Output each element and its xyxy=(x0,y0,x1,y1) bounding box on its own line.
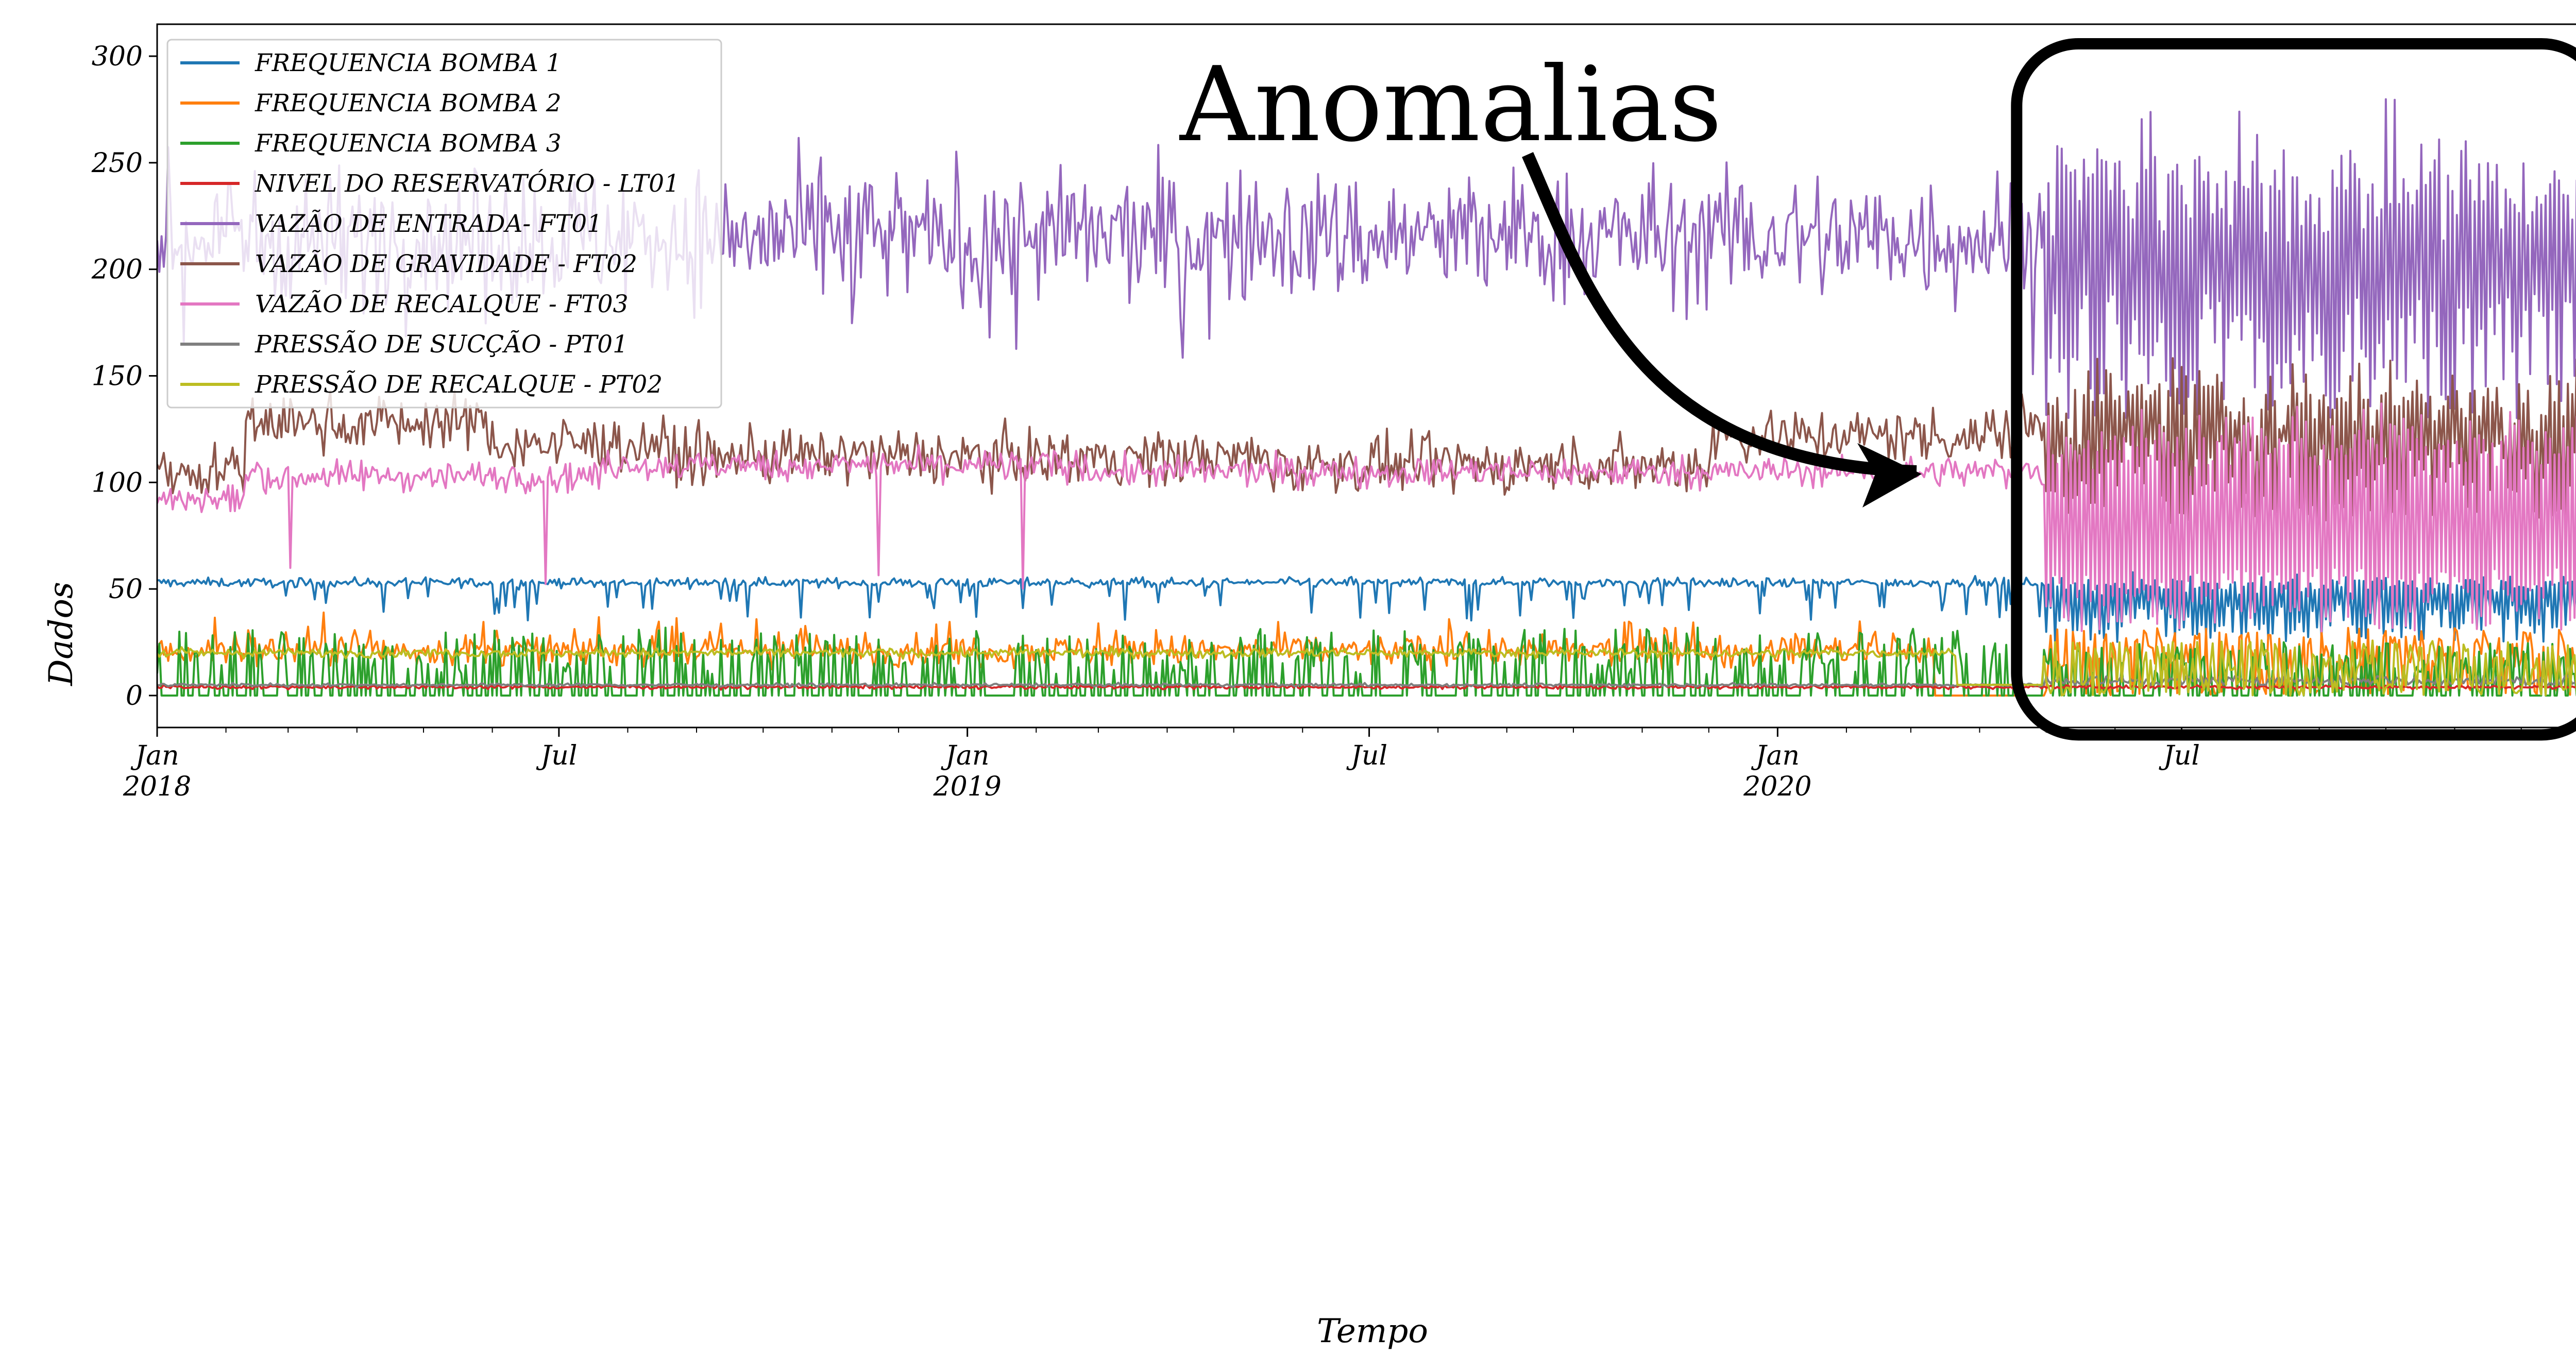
x-tick-label: Jul xyxy=(2159,740,2200,771)
series-line xyxy=(157,674,2576,688)
y-tick-label: 150 xyxy=(92,361,143,392)
series-line xyxy=(157,357,2576,524)
y-tick-label: 50 xyxy=(109,574,143,605)
legend-label: PRESSÃO DE RECALQUE - PT02 xyxy=(255,370,663,399)
anomaly-arrow xyxy=(1522,152,1917,478)
anomaly-label: Anomalias xyxy=(1179,45,1722,165)
legend-frame xyxy=(166,39,722,409)
series-line xyxy=(157,639,2576,697)
x-tick-sublabel: 2020 xyxy=(1743,771,1811,802)
legend-label: VAZÃO DE ENTRADA- FT01 xyxy=(255,210,602,238)
x-tick-label: Jul xyxy=(1346,740,1387,771)
x-tick-sublabel: 2018 xyxy=(123,771,191,802)
anomaly-box xyxy=(2011,38,2576,741)
anomaly-annotation: Anomalias xyxy=(1179,38,2576,741)
legend-label: FREQUENCIA BOMBA 2 xyxy=(255,89,562,117)
anomaly-arrowhead xyxy=(1857,443,1922,507)
y-tick-label: 200 xyxy=(91,255,143,285)
legend-label: FREQUENCIA BOMBA 1 xyxy=(255,49,562,77)
legend-label: FREQUENCIA BOMBA 3 xyxy=(255,129,562,158)
legend-label: VAZÃO DE GRAVIDADE - FT02 xyxy=(255,250,637,278)
series-line xyxy=(157,402,2576,633)
legend: FREQUENCIA BOMBA 1 FREQUENCIA BOMBA 2 FREQ… xyxy=(166,39,722,409)
x-axis-label: Tempo xyxy=(1317,1312,1428,1350)
x-tick-label: Jan xyxy=(941,740,989,771)
y-tick-label: 0 xyxy=(126,681,143,712)
x-tick-label: Jul xyxy=(536,740,577,771)
y-tick-label: 250 xyxy=(91,148,143,179)
x-tick-label: Jan xyxy=(1751,740,1800,771)
series-line xyxy=(157,683,2576,691)
series-line xyxy=(157,571,2576,643)
legend-label: PRESSÃO DE SUCÇÃO - PT01 xyxy=(255,330,628,359)
y-axis: 0 50 100 150 200 250 300 xyxy=(91,41,157,712)
x-tick-label: Jan xyxy=(130,740,179,771)
legend-label: NIVEL DO RESERVATÓRIO - LT01 xyxy=(255,169,680,198)
y-tick-label: 100 xyxy=(92,467,143,498)
y-tick-label: 300 xyxy=(92,41,143,72)
x-tick-sublabel: 2019 xyxy=(933,771,1001,802)
y-axis-label: Dados xyxy=(42,582,80,686)
legend-label: VAZÃO DE RECALQUE - FT03 xyxy=(255,290,628,318)
